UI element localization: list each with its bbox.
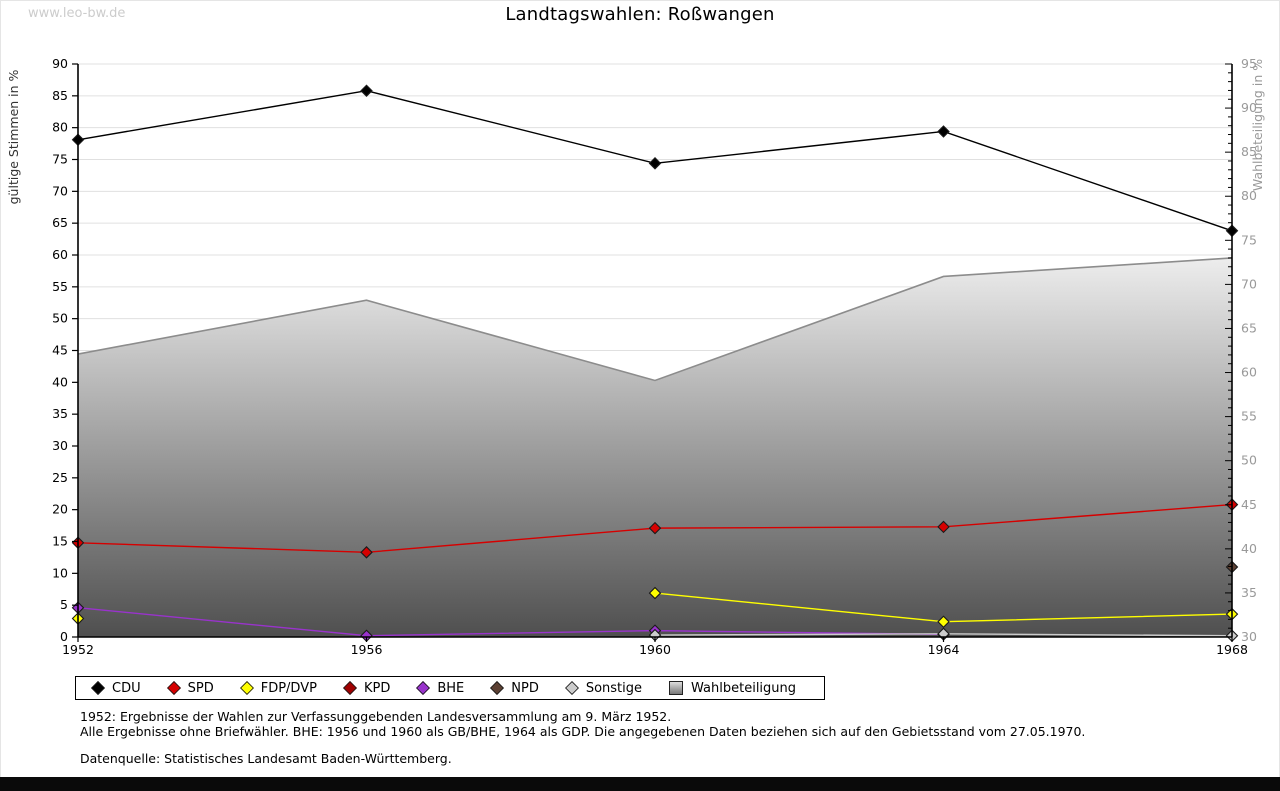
right-tick-label: 70	[1241, 276, 1257, 291]
right-tick-label: 50	[1241, 453, 1257, 468]
right-tick-label: 85	[1241, 144, 1257, 159]
left-tick-label: 50	[52, 311, 68, 326]
election-chart: 0 5 10 15 20 25 30 35 40 45 50 55 60 65 70 75 80 85 90 30 35…	[6, 56, 1265, 657]
left-tick-label: 90	[52, 56, 68, 71]
left-tick-label: 60	[52, 247, 68, 262]
left-axis-title: gültige Stimmen in %	[6, 69, 21, 204]
legend-label: Wahlbeteiligung	[691, 680, 797, 696]
legend-diamond-icon	[564, 681, 579, 695]
data-point-fdp-dvp	[937, 615, 950, 628]
right-tick-label: 80	[1241, 188, 1257, 203]
right-tick-label: 45	[1241, 497, 1257, 512]
right-tick-label: 55	[1241, 409, 1257, 424]
legend-item-sonstige: Sonstige	[564, 680, 643, 696]
legend-label: KPD	[363, 680, 391, 696]
data-point-spd	[360, 546, 373, 559]
legend-diamond-icon	[416, 681, 431, 695]
legend-item-bhe: BHE	[416, 680, 465, 696]
legend-diamond-icon	[490, 681, 505, 695]
right-tick-label: 75	[1241, 232, 1257, 247]
left-tick-label: 40	[52, 374, 68, 389]
right-tick-label: 60	[1241, 365, 1257, 380]
legend-item-fdp-dvp: FDP/DVP	[239, 680, 317, 696]
right-tick-label: 65	[1241, 320, 1257, 335]
footnote-1952: 1952: Ergebnisse der Wahlen zur Verfassu…	[80, 709, 672, 724]
legend-square-icon	[669, 681, 684, 695]
x-tick-label: 1956	[351, 642, 383, 657]
left-tick-label: 15	[52, 534, 68, 549]
left-tick-label: 35	[52, 406, 68, 421]
left-tick-label: 30	[52, 438, 68, 453]
left-tick-label: 45	[52, 343, 68, 358]
chart-legend: CDU SPD FDP/DVP KPD BHE NPD Sonstige Wahlbeteil…	[75, 676, 825, 700]
right-tick-label: 95	[1241, 56, 1257, 71]
left-tick-label: 75	[52, 152, 68, 167]
right-tick-label: 40	[1241, 541, 1257, 556]
legend-label: BHE	[437, 680, 465, 696]
x-tick-label: 1960	[639, 642, 671, 657]
left-tick-label: 5	[60, 597, 68, 612]
legend-label: Sonstige	[585, 680, 643, 696]
footnote-methodology: Alle Ergebnisse ohne Briefwähler. BHE: 1…	[80, 723, 1086, 739]
left-tick-label: 55	[52, 279, 68, 294]
left-tick-label: 25	[52, 470, 68, 485]
legend-diamond-icon	[166, 681, 181, 695]
left-tick-label: 20	[52, 502, 68, 517]
legend-label: CDU	[112, 680, 141, 696]
series-line-bhe	[77, 607, 944, 637]
legend-diamond-icon	[239, 681, 254, 695]
right-tick-label: 30	[1241, 629, 1257, 644]
legend-item-kpd: KPD	[342, 680, 391, 696]
data-point-cdu	[360, 84, 373, 98]
footnote-source: Datenquelle: Statistisches Landesamt Bad…	[80, 751, 452, 766]
legend-item-cdu: CDU	[91, 680, 141, 696]
left-tick-label: 70	[52, 183, 68, 198]
legend-item-npd: NPD	[490, 680, 539, 696]
legend-diamond-icon	[91, 681, 105, 695]
legend-item-spd: SPD	[166, 680, 214, 696]
left-tick-label: 80	[52, 120, 68, 135]
footnotes: 1952: Ergebnisse der Wahlen zur Verfassu…	[80, 709, 1086, 767]
left-tick-label: 85	[52, 88, 68, 103]
data-point-cdu	[648, 157, 662, 170]
right-axis-title: Wahlbeteiligung in %	[1250, 59, 1265, 191]
legend-label: NPD	[511, 680, 539, 696]
wahlbeteiligung-area	[78, 257, 1232, 637]
legend-diamond-icon	[342, 681, 357, 695]
x-tick-label: 1964	[928, 642, 960, 657]
left-tick-label: 0	[60, 629, 68, 644]
bottom-bar	[0, 777, 1280, 791]
legend-item-wahlbeteiligung: Wahlbeteiligung	[669, 681, 796, 696]
right-tick-label: 90	[1241, 100, 1257, 115]
right-tick-label: 35	[1241, 585, 1257, 600]
chart-title: Landtagswahlen: Roßwangen	[505, 4, 775, 25]
x-tick-label: 1952	[62, 642, 94, 657]
data-point-fdp-dvp	[648, 586, 662, 600]
data-point-cdu	[937, 125, 950, 138]
wahlbeteiligung-edge	[77, 257, 1233, 382]
watermark: www.leo-bw.de	[28, 6, 126, 21]
left-tick-label: 65	[52, 215, 68, 230]
data-point-spd	[937, 520, 950, 534]
data-point-spd	[648, 521, 662, 535]
legend-label: FDP/DVP	[260, 680, 317, 696]
left-tick-label: 10	[52, 565, 68, 580]
legend-label: SPD	[187, 680, 214, 696]
x-tick-label: 1968	[1216, 642, 1248, 657]
